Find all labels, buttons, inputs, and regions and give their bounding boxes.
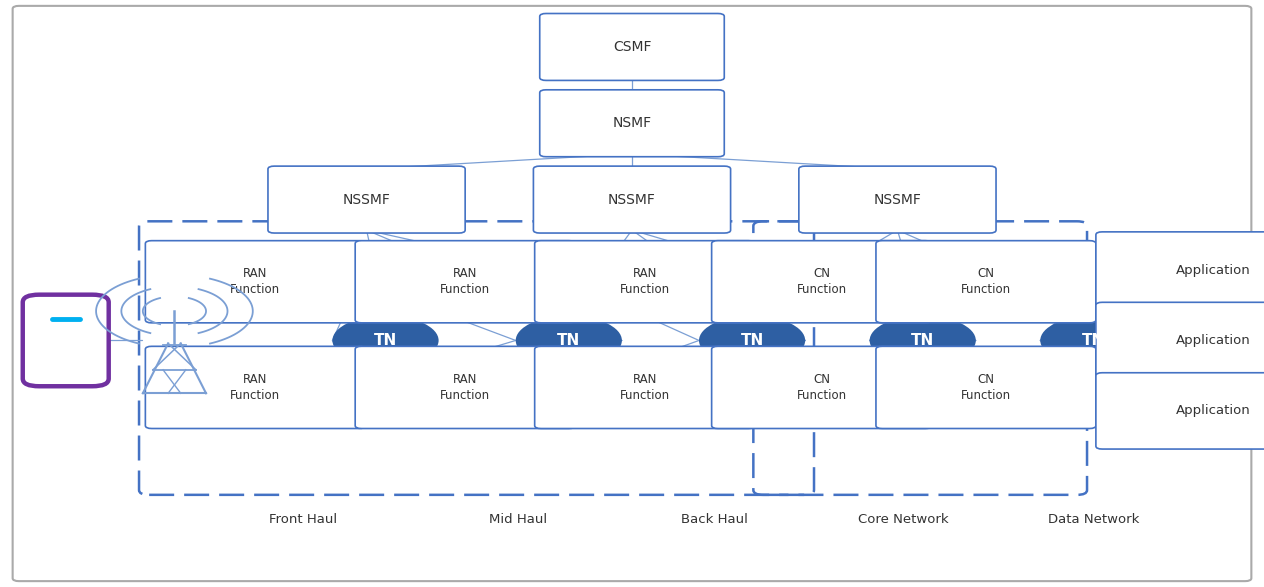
Text: CN
Function: CN Function	[961, 267, 1011, 296]
FancyBboxPatch shape	[1096, 373, 1264, 449]
Text: TN: TN	[741, 333, 763, 348]
FancyBboxPatch shape	[355, 241, 575, 323]
Text: RAN
Function: RAN Function	[619, 373, 670, 402]
FancyBboxPatch shape	[23, 295, 109, 386]
Text: NSSMF: NSSMF	[608, 193, 656, 207]
Ellipse shape	[1040, 316, 1146, 365]
Text: RAN
Function: RAN Function	[619, 267, 670, 296]
Text: Application: Application	[1176, 264, 1251, 276]
Text: TN: TN	[374, 333, 397, 348]
Text: RAN
Function: RAN Function	[230, 267, 281, 296]
FancyBboxPatch shape	[1096, 232, 1264, 308]
FancyBboxPatch shape	[799, 166, 996, 233]
Text: Data Network: Data Network	[1048, 513, 1139, 526]
Text: Mid Haul: Mid Haul	[489, 513, 547, 526]
Ellipse shape	[332, 316, 439, 365]
FancyBboxPatch shape	[355, 346, 575, 429]
Text: CN
Function: CN Function	[961, 373, 1011, 402]
Text: Front Haul: Front Haul	[269, 513, 337, 526]
Text: CN
Function: CN Function	[796, 267, 847, 296]
FancyBboxPatch shape	[535, 241, 755, 323]
Text: Application: Application	[1176, 404, 1251, 417]
Text: Core Network: Core Network	[858, 513, 949, 526]
Text: NSSMF: NSSMF	[873, 193, 921, 207]
Text: TN: TN	[1082, 333, 1105, 348]
Text: RAN
Function: RAN Function	[440, 267, 490, 296]
Text: NSMF: NSMF	[613, 116, 651, 130]
Text: CSMF: CSMF	[613, 40, 651, 54]
Text: RAN
Function: RAN Function	[230, 373, 281, 402]
Text: RAN
Function: RAN Function	[440, 373, 490, 402]
Text: Application: Application	[1176, 334, 1251, 347]
FancyBboxPatch shape	[712, 346, 932, 429]
FancyBboxPatch shape	[540, 90, 724, 157]
FancyBboxPatch shape	[145, 241, 365, 323]
Text: TN: TN	[557, 333, 580, 348]
Text: TN: TN	[911, 333, 934, 348]
Ellipse shape	[516, 316, 622, 365]
FancyBboxPatch shape	[1096, 302, 1264, 379]
Ellipse shape	[870, 316, 976, 365]
Text: NSSMF: NSSMF	[343, 193, 391, 207]
Text: CN
Function: CN Function	[796, 373, 847, 402]
FancyBboxPatch shape	[145, 346, 365, 429]
FancyBboxPatch shape	[533, 166, 731, 233]
Ellipse shape	[699, 316, 805, 365]
FancyBboxPatch shape	[876, 346, 1096, 429]
FancyBboxPatch shape	[268, 166, 465, 233]
FancyBboxPatch shape	[712, 241, 932, 323]
FancyBboxPatch shape	[535, 346, 755, 429]
FancyBboxPatch shape	[540, 14, 724, 80]
FancyBboxPatch shape	[13, 6, 1251, 581]
Text: Back Haul: Back Haul	[681, 513, 747, 526]
FancyBboxPatch shape	[876, 241, 1096, 323]
